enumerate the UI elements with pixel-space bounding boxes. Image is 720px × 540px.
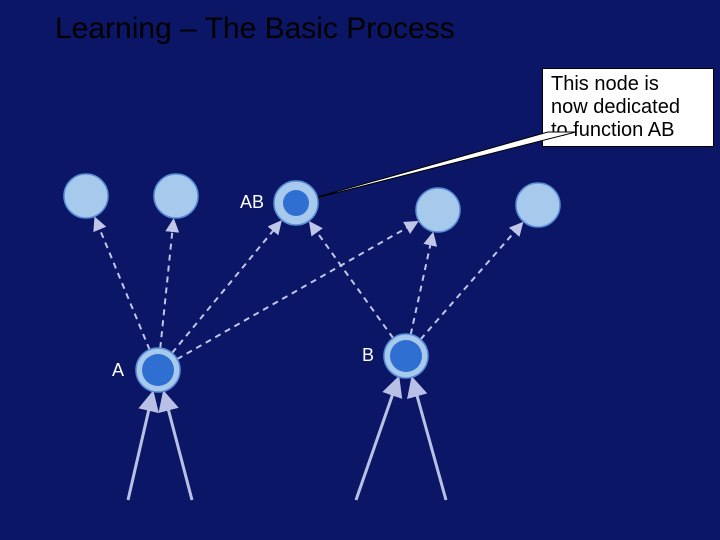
edge-dashed bbox=[172, 222, 280, 353]
top-node-inner bbox=[283, 190, 309, 216]
bottom-node-inner bbox=[142, 354, 174, 386]
top-node bbox=[416, 188, 460, 232]
edge-dashed bbox=[411, 234, 433, 334]
node-label: AB bbox=[240, 192, 264, 213]
edge-dashed bbox=[177, 222, 416, 359]
edge-dashed bbox=[96, 219, 150, 350]
top-node bbox=[154, 174, 198, 218]
edge-solid bbox=[164, 394, 192, 500]
bottom-node-inner bbox=[390, 340, 422, 372]
diagram-canvas bbox=[0, 0, 720, 540]
edge-dashed bbox=[420, 224, 521, 340]
node-label: A bbox=[112, 360, 124, 381]
top-node bbox=[64, 174, 108, 218]
edge-dashed bbox=[160, 221, 173, 348]
edge-solid bbox=[413, 380, 446, 500]
top-node bbox=[516, 183, 560, 227]
node-label: B bbox=[362, 345, 374, 366]
edge-dashed bbox=[311, 223, 394, 338]
edge-solid bbox=[356, 380, 398, 500]
edge-solid bbox=[128, 394, 152, 500]
